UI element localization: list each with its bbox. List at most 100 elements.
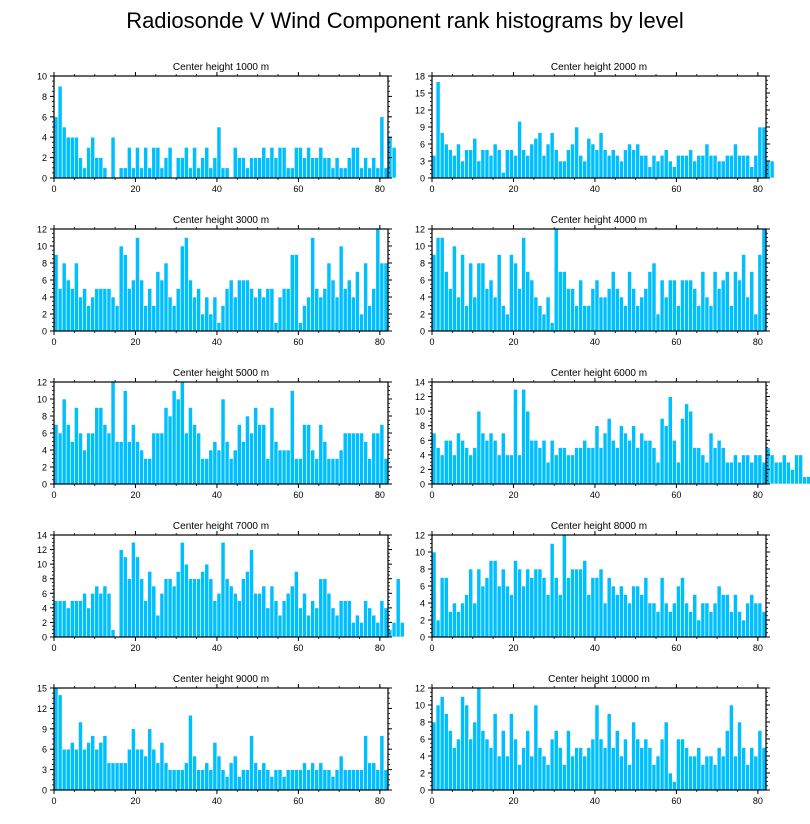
bar xyxy=(639,432,645,485)
bar xyxy=(688,755,693,791)
bar xyxy=(684,602,689,638)
y-tick-label: 2 xyxy=(420,616,425,626)
bar xyxy=(716,585,722,638)
bar xyxy=(228,585,234,638)
bar xyxy=(196,167,201,179)
bar xyxy=(208,313,214,332)
bar xyxy=(708,432,714,485)
bar xyxy=(192,147,197,179)
bar xyxy=(342,167,348,179)
bar xyxy=(192,424,197,485)
bar xyxy=(94,585,100,638)
bar xyxy=(781,454,787,485)
bar xyxy=(163,407,169,485)
x-tick-label: 60 xyxy=(671,796,681,806)
bar xyxy=(298,769,303,791)
bar xyxy=(224,441,230,485)
bar xyxy=(435,237,441,332)
bar xyxy=(456,432,461,485)
bar xyxy=(114,305,120,332)
bar xyxy=(610,149,616,179)
bar xyxy=(265,157,271,179)
bar xyxy=(476,568,482,638)
bar xyxy=(680,738,685,791)
bar xyxy=(541,155,547,179)
bar xyxy=(78,600,83,638)
bar xyxy=(314,607,320,638)
bar xyxy=(110,381,116,485)
bar xyxy=(480,262,486,332)
bar xyxy=(216,755,222,791)
bar xyxy=(269,147,275,179)
bar xyxy=(375,228,381,332)
bar xyxy=(212,296,218,332)
bar xyxy=(537,447,543,485)
bar xyxy=(545,764,551,791)
bar xyxy=(566,730,571,791)
panel-title: Center height 2000 m xyxy=(551,62,647,73)
bar xyxy=(371,288,377,332)
bar xyxy=(236,776,242,791)
bar xyxy=(241,441,246,485)
bar xyxy=(122,167,128,179)
bar xyxy=(712,447,718,485)
bar xyxy=(513,262,518,332)
bar xyxy=(716,747,722,791)
bar xyxy=(74,600,79,638)
bar xyxy=(667,279,673,332)
bar xyxy=(175,571,181,638)
bar xyxy=(631,149,636,179)
bar xyxy=(631,585,636,638)
y-tick-label: 4 xyxy=(42,446,47,456)
y-tick-label: 4 xyxy=(420,293,425,303)
bar xyxy=(635,585,641,638)
x-tick-label: 0 xyxy=(51,184,56,194)
bar xyxy=(647,166,653,179)
y-tick-label: 12 xyxy=(415,684,425,694)
bar xyxy=(118,762,124,791)
bar xyxy=(505,149,510,179)
x-tick-label: 40 xyxy=(212,643,222,653)
bar xyxy=(452,602,457,638)
bar xyxy=(602,432,608,485)
bar xyxy=(236,424,242,485)
bar xyxy=(359,622,364,638)
bar xyxy=(338,600,344,638)
bar xyxy=(627,143,632,179)
bar xyxy=(86,305,91,332)
bar xyxy=(371,762,377,791)
x-tick-label: 60 xyxy=(671,490,681,500)
panel-title: Center height 4000 m xyxy=(551,215,647,226)
bar xyxy=(598,447,604,485)
bar xyxy=(521,747,526,791)
bar xyxy=(122,390,128,485)
bar xyxy=(737,721,742,791)
bar xyxy=(500,730,506,791)
bar xyxy=(557,747,563,791)
bar xyxy=(602,296,608,332)
bar xyxy=(306,296,311,332)
bar xyxy=(456,738,461,791)
bar xyxy=(159,167,165,179)
bar xyxy=(545,296,551,332)
bar xyxy=(488,155,494,179)
x-tick-label: 80 xyxy=(753,796,763,806)
bar xyxy=(188,407,193,485)
bar xyxy=(492,439,498,485)
bar xyxy=(249,735,254,791)
bar xyxy=(700,271,706,332)
panel-title: Center height 6000 m xyxy=(551,368,647,379)
bar xyxy=(122,762,128,791)
bar xyxy=(346,769,352,791)
bar xyxy=(167,769,173,791)
bar xyxy=(94,407,100,485)
panel-title: Center height 9000 m xyxy=(173,674,269,685)
bar xyxy=(606,418,612,485)
y-tick-label: 6 xyxy=(42,589,47,599)
bar xyxy=(375,769,381,791)
bar xyxy=(598,568,604,638)
bar xyxy=(57,694,63,791)
bar xyxy=(253,407,258,485)
bar xyxy=(806,476,810,485)
bar xyxy=(383,769,389,791)
